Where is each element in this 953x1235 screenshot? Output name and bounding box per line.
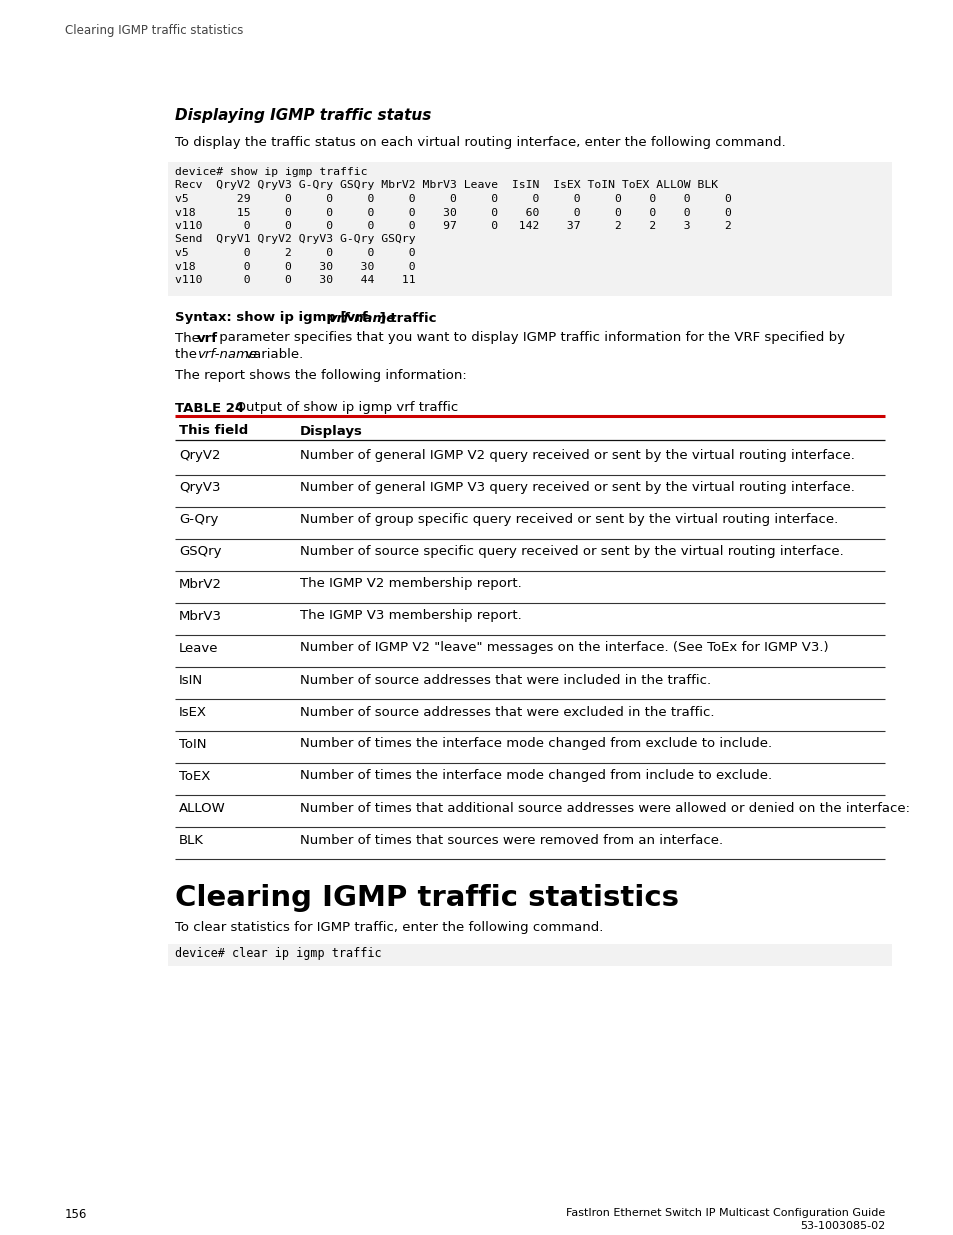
Text: Number of times that additional source addresses were allowed or denied on the i: Number of times that additional source a… bbox=[299, 802, 909, 815]
Text: v110      0     0    30    44    11: v110 0 0 30 44 11 bbox=[174, 275, 416, 285]
Text: vrf-name: vrf-name bbox=[328, 311, 395, 325]
Text: parameter specifies that you want to display IGMP traffic information for the VR: parameter specifies that you want to dis… bbox=[214, 331, 843, 345]
Text: Displaying IGMP traffic status: Displaying IGMP traffic status bbox=[174, 107, 431, 124]
Text: ToEX: ToEX bbox=[179, 769, 211, 783]
Text: Displays: Displays bbox=[299, 425, 362, 437]
Text: FastIron Ethernet Switch IP Multicast Configuration Guide: FastIron Ethernet Switch IP Multicast Co… bbox=[565, 1208, 884, 1218]
Text: To display the traffic status on each virtual routing interface, enter the follo: To display the traffic status on each vi… bbox=[174, 136, 785, 149]
Text: MbrV3: MbrV3 bbox=[179, 610, 222, 622]
Text: The IGMP V2 membership report.: The IGMP V2 membership report. bbox=[299, 578, 521, 590]
Text: This field: This field bbox=[179, 425, 248, 437]
Text: Number of times the interface mode changed from include to exclude.: Number of times the interface mode chang… bbox=[299, 769, 771, 783]
Text: QryV3: QryV3 bbox=[179, 482, 220, 494]
Text: ALLOW: ALLOW bbox=[179, 802, 226, 815]
Text: device# show ip igmp traffic: device# show ip igmp traffic bbox=[174, 167, 367, 177]
Text: v5       29     0     0     0     0     0     0     0     0     0    0    0     : v5 29 0 0 0 0 0 0 0 0 0 0 0 bbox=[174, 194, 731, 204]
Text: v18       0     0    30    30     0: v18 0 0 30 30 0 bbox=[174, 262, 416, 272]
Text: Number of source addresses that were excluded in the traffic.: Number of source addresses that were exc… bbox=[299, 705, 714, 719]
Text: The IGMP V3 membership report.: The IGMP V3 membership report. bbox=[299, 610, 521, 622]
Text: Number of general IGMP V3 query received or sent by the virtual routing interfac: Number of general IGMP V3 query received… bbox=[299, 482, 854, 494]
Text: GSQry: GSQry bbox=[179, 546, 221, 558]
Text: To clear statistics for IGMP traffic, enter the following command.: To clear statistics for IGMP traffic, en… bbox=[174, 921, 602, 935]
Text: Syntax: show ip igmp [vrf: Syntax: show ip igmp [vrf bbox=[174, 311, 372, 325]
Text: BLK: BLK bbox=[179, 834, 204, 846]
Text: Number of source specific query received or sent by the virtual routing interfac: Number of source specific query received… bbox=[299, 546, 842, 558]
Bar bbox=[168, 162, 891, 295]
Text: ToIN: ToIN bbox=[179, 737, 206, 751]
Text: v18      15     0     0     0     0    30     0    60     0     0    0    0     : v18 15 0 0 0 0 30 0 60 0 0 0 0 bbox=[174, 207, 731, 217]
Text: the: the bbox=[174, 347, 201, 361]
Text: Number of general IGMP V2 query received or sent by the virtual routing interfac: Number of general IGMP V2 query received… bbox=[299, 450, 854, 462]
Text: IsEX: IsEX bbox=[179, 705, 207, 719]
Text: IsIN: IsIN bbox=[179, 673, 203, 687]
Text: The report shows the following information:: The report shows the following informati… bbox=[174, 369, 466, 383]
Text: device# clear ip igmp traffic: device# clear ip igmp traffic bbox=[174, 947, 381, 961]
Text: MbrV2: MbrV2 bbox=[179, 578, 222, 590]
Text: Number of IGMP V2 "leave" messages on the interface. (See ToEx for IGMP V3.): Number of IGMP V2 "leave" messages on th… bbox=[299, 641, 828, 655]
Text: v5        0     2     0     0     0: v5 0 2 0 0 0 bbox=[174, 248, 416, 258]
Text: Clearing IGMP traffic statistics: Clearing IGMP traffic statistics bbox=[65, 23, 243, 37]
Text: Number of group specific query received or sent by the virtual routing interface: Number of group specific query received … bbox=[299, 514, 838, 526]
Text: QryV2: QryV2 bbox=[179, 450, 220, 462]
Text: vrf: vrf bbox=[197, 331, 218, 345]
Text: G-Qry: G-Qry bbox=[179, 514, 218, 526]
Text: Clearing IGMP traffic statistics: Clearing IGMP traffic statistics bbox=[174, 883, 679, 911]
Text: v110      0     0     0     0     0    97     0   142    37     2    2    3     : v110 0 0 0 0 0 97 0 142 37 2 2 3 bbox=[174, 221, 731, 231]
Text: 53-1003085-02: 53-1003085-02 bbox=[799, 1221, 884, 1231]
Text: vrf-name: vrf-name bbox=[197, 347, 256, 361]
Text: Number of times that sources were removed from an interface.: Number of times that sources were remove… bbox=[299, 834, 722, 846]
Bar bbox=[168, 944, 891, 966]
Text: Send  QryV1 QryV2 QryV3 G-Qry GSQry: Send QryV1 QryV2 QryV3 G-Qry GSQry bbox=[174, 235, 416, 245]
Text: The: The bbox=[174, 331, 204, 345]
Text: Recv  QryV2 QryV3 G-Qry GSQry MbrV2 MbrV3 Leave  IsIN  IsEX ToIN ToEX ALLOW BLK: Recv QryV2 QryV3 G-Qry GSQry MbrV2 MbrV3… bbox=[174, 180, 718, 190]
Text: ] traffic: ] traffic bbox=[375, 311, 436, 325]
Text: Leave: Leave bbox=[179, 641, 218, 655]
Text: TABLE 24: TABLE 24 bbox=[174, 401, 244, 415]
Text: Number of source addresses that were included in the traffic.: Number of source addresses that were inc… bbox=[299, 673, 710, 687]
Text: variable.: variable. bbox=[241, 347, 303, 361]
Text: Number of times the interface mode changed from exclude to include.: Number of times the interface mode chang… bbox=[299, 737, 771, 751]
Text: 156: 156 bbox=[65, 1208, 88, 1221]
Text: Output of show ip igmp vrf traffic: Output of show ip igmp vrf traffic bbox=[227, 401, 457, 415]
